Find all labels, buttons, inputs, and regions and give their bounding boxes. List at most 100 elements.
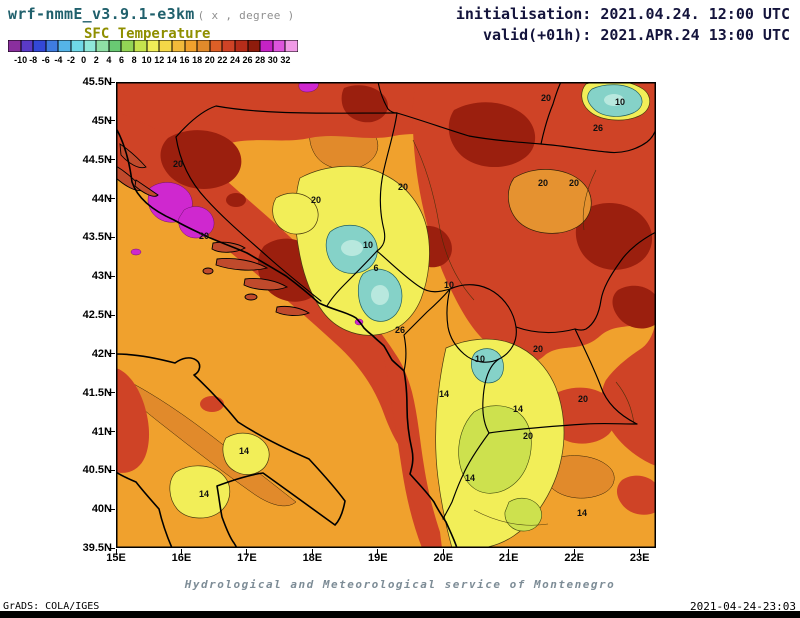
islands: [116, 143, 310, 316]
colorbar: [8, 40, 299, 52]
lat-tick-mark: [108, 81, 115, 83]
colorbar-tick-label: -2: [67, 55, 76, 65]
map-svg: [116, 82, 656, 548]
lat-tick-mark: [108, 159, 115, 161]
lat-tick-label: 41N: [91, 425, 112, 438]
lon-tick-mark: [246, 548, 248, 555]
lon-tick-label: 17E: [237, 552, 257, 564]
lat-tick-label: 43N: [91, 270, 112, 283]
lat-tick-mark: [108, 198, 115, 199]
lat-tick-label: 40N: [91, 503, 112, 516]
bottom-bar: [0, 611, 800, 618]
cyan-cores: [341, 94, 624, 305]
lat-tick-label: 45N: [91, 114, 112, 127]
lat-tick-mark: [108, 469, 115, 471]
field-title: SFC Temperature: [84, 26, 211, 42]
lon-tick-label: 22E: [564, 552, 584, 564]
lat-tick-label: 42.5N: [82, 309, 112, 321]
colorbar-tick-label: 32: [280, 55, 291, 65]
units-note: ( x , degree ): [197, 9, 295, 22]
colorbar-tick-label: 14: [166, 55, 177, 65]
colorbar-segment: [96, 40, 109, 52]
lon-tick-label: 23E: [629, 552, 650, 564]
temperature-map: 20 10 26 20 20 20 20 20 20 10 6 10 26 10 20 14 20 14 20 14 1…: [116, 82, 656, 548]
colorbar-segment: [171, 40, 185, 52]
colorbar-segment: [159, 40, 172, 52]
lat-tick-mark: [108, 275, 115, 277]
lat-tick-mark: [108, 392, 115, 394]
lon-tick-mark: [573, 548, 575, 555]
colorbar-tick-label: 10: [141, 55, 152, 65]
colorbar-tick-label: 6: [118, 55, 124, 65]
lon-tick-label: 20E: [433, 552, 454, 564]
colorbar-segment: [260, 40, 273, 52]
colorbar-tick-label: 0: [81, 55, 87, 65]
colorbar-segment: [121, 40, 135, 52]
lon-tick-label: 19E: [368, 552, 388, 564]
colorbar-tick-label: 26: [242, 55, 253, 65]
colorbar-segment: [146, 40, 160, 52]
colorbar-segment: [285, 40, 299, 52]
lat-tick-label: 44.5N: [82, 153, 112, 166]
map-frame: [116, 82, 656, 548]
colorbar-tick-label: 8: [131, 55, 137, 65]
green-zones: [458, 405, 542, 532]
colorbar-segment: [8, 40, 21, 52]
colorbar-segment: [272, 40, 286, 52]
colorbar-tick-label: 30: [267, 55, 278, 65]
lon-tick-mark: [508, 548, 510, 555]
lon-tick-mark: [180, 548, 182, 555]
colorbar-tick-label: -10: [14, 55, 28, 65]
caption: Hydrological and Meteorological service …: [184, 578, 616, 591]
model-title-text: wrf-nmmE_v3.9.1-e3km: [8, 5, 195, 23]
lat-tick-label: 42N: [91, 347, 112, 360]
colorbar-segment: [20, 40, 34, 52]
lon-tick-label: 21E: [498, 552, 519, 564]
lat-tick-label: 43.5N: [82, 231, 112, 244]
colorbar-tick-label: 22: [217, 55, 228, 65]
colorbar-segment: [71, 40, 84, 52]
lat-tick-label: 41.5N: [82, 386, 112, 399]
country-borders: [175, 82, 656, 520]
lat-tick-mark: [108, 431, 115, 432]
lon-tick-mark: [639, 548, 641, 555]
colorbar-tick-label: 16: [179, 55, 190, 65]
valid-label: valid(+01h): 2021.APR.24 13:00 UTC: [482, 26, 790, 44]
render-timestamp: 2021-04-24-23:03: [690, 600, 796, 613]
colorbar-tick-label: -6: [41, 55, 50, 65]
colorbar-tick-label: 12: [154, 55, 165, 65]
colorbar-tick-label: -4: [54, 55, 63, 65]
lon-tick-mark: [377, 548, 379, 555]
lon-tick-label: 18E: [302, 552, 323, 564]
lat-tick-label: 45.5N: [82, 76, 112, 88]
lat-tick-label: 40.5N: [82, 464, 112, 477]
model-title: wrf-nmmE_v3.9.1-e3km( x , degree ): [8, 5, 295, 23]
colorbar-segment: [134, 40, 147, 52]
colorbar-tick-label: 2: [93, 55, 99, 65]
init-label: initialisation: 2021.04.24. 12:00 UTC: [455, 5, 790, 23]
lat-tick-mark: [108, 547, 115, 549]
colorbar-tick-label: 20: [204, 55, 215, 65]
lat-tick-mark: [108, 120, 115, 122]
tan-hole: [508, 169, 592, 234]
lat-tick-mark: [108, 314, 115, 316]
colorbar-tick-label: 28: [255, 55, 266, 65]
lat-tick-label: 39.5N: [82, 542, 112, 554]
lon-tick-label: 16E: [171, 552, 192, 564]
lon-tick-mark: [442, 548, 444, 555]
lat-tick-mark: [108, 508, 115, 510]
colorbar-tick-label: -8: [29, 55, 38, 65]
colorbar-segment: [184, 40, 198, 52]
colorbar-segment: [197, 40, 210, 52]
coastline: [116, 127, 458, 548]
colorbar-segment: [247, 40, 261, 52]
lon-tick-mark: [311, 548, 313, 555]
lat-tick-mark: [108, 353, 115, 355]
colorbar-segment: [58, 40, 72, 52]
colorbar-segment: [222, 40, 235, 52]
colorbar-segment: [108, 40, 122, 52]
lat-tick-label: 44N: [91, 192, 112, 205]
grads-credit: GrADS: COLA/IGES: [3, 601, 100, 612]
colorbar-segment: [33, 40, 46, 52]
